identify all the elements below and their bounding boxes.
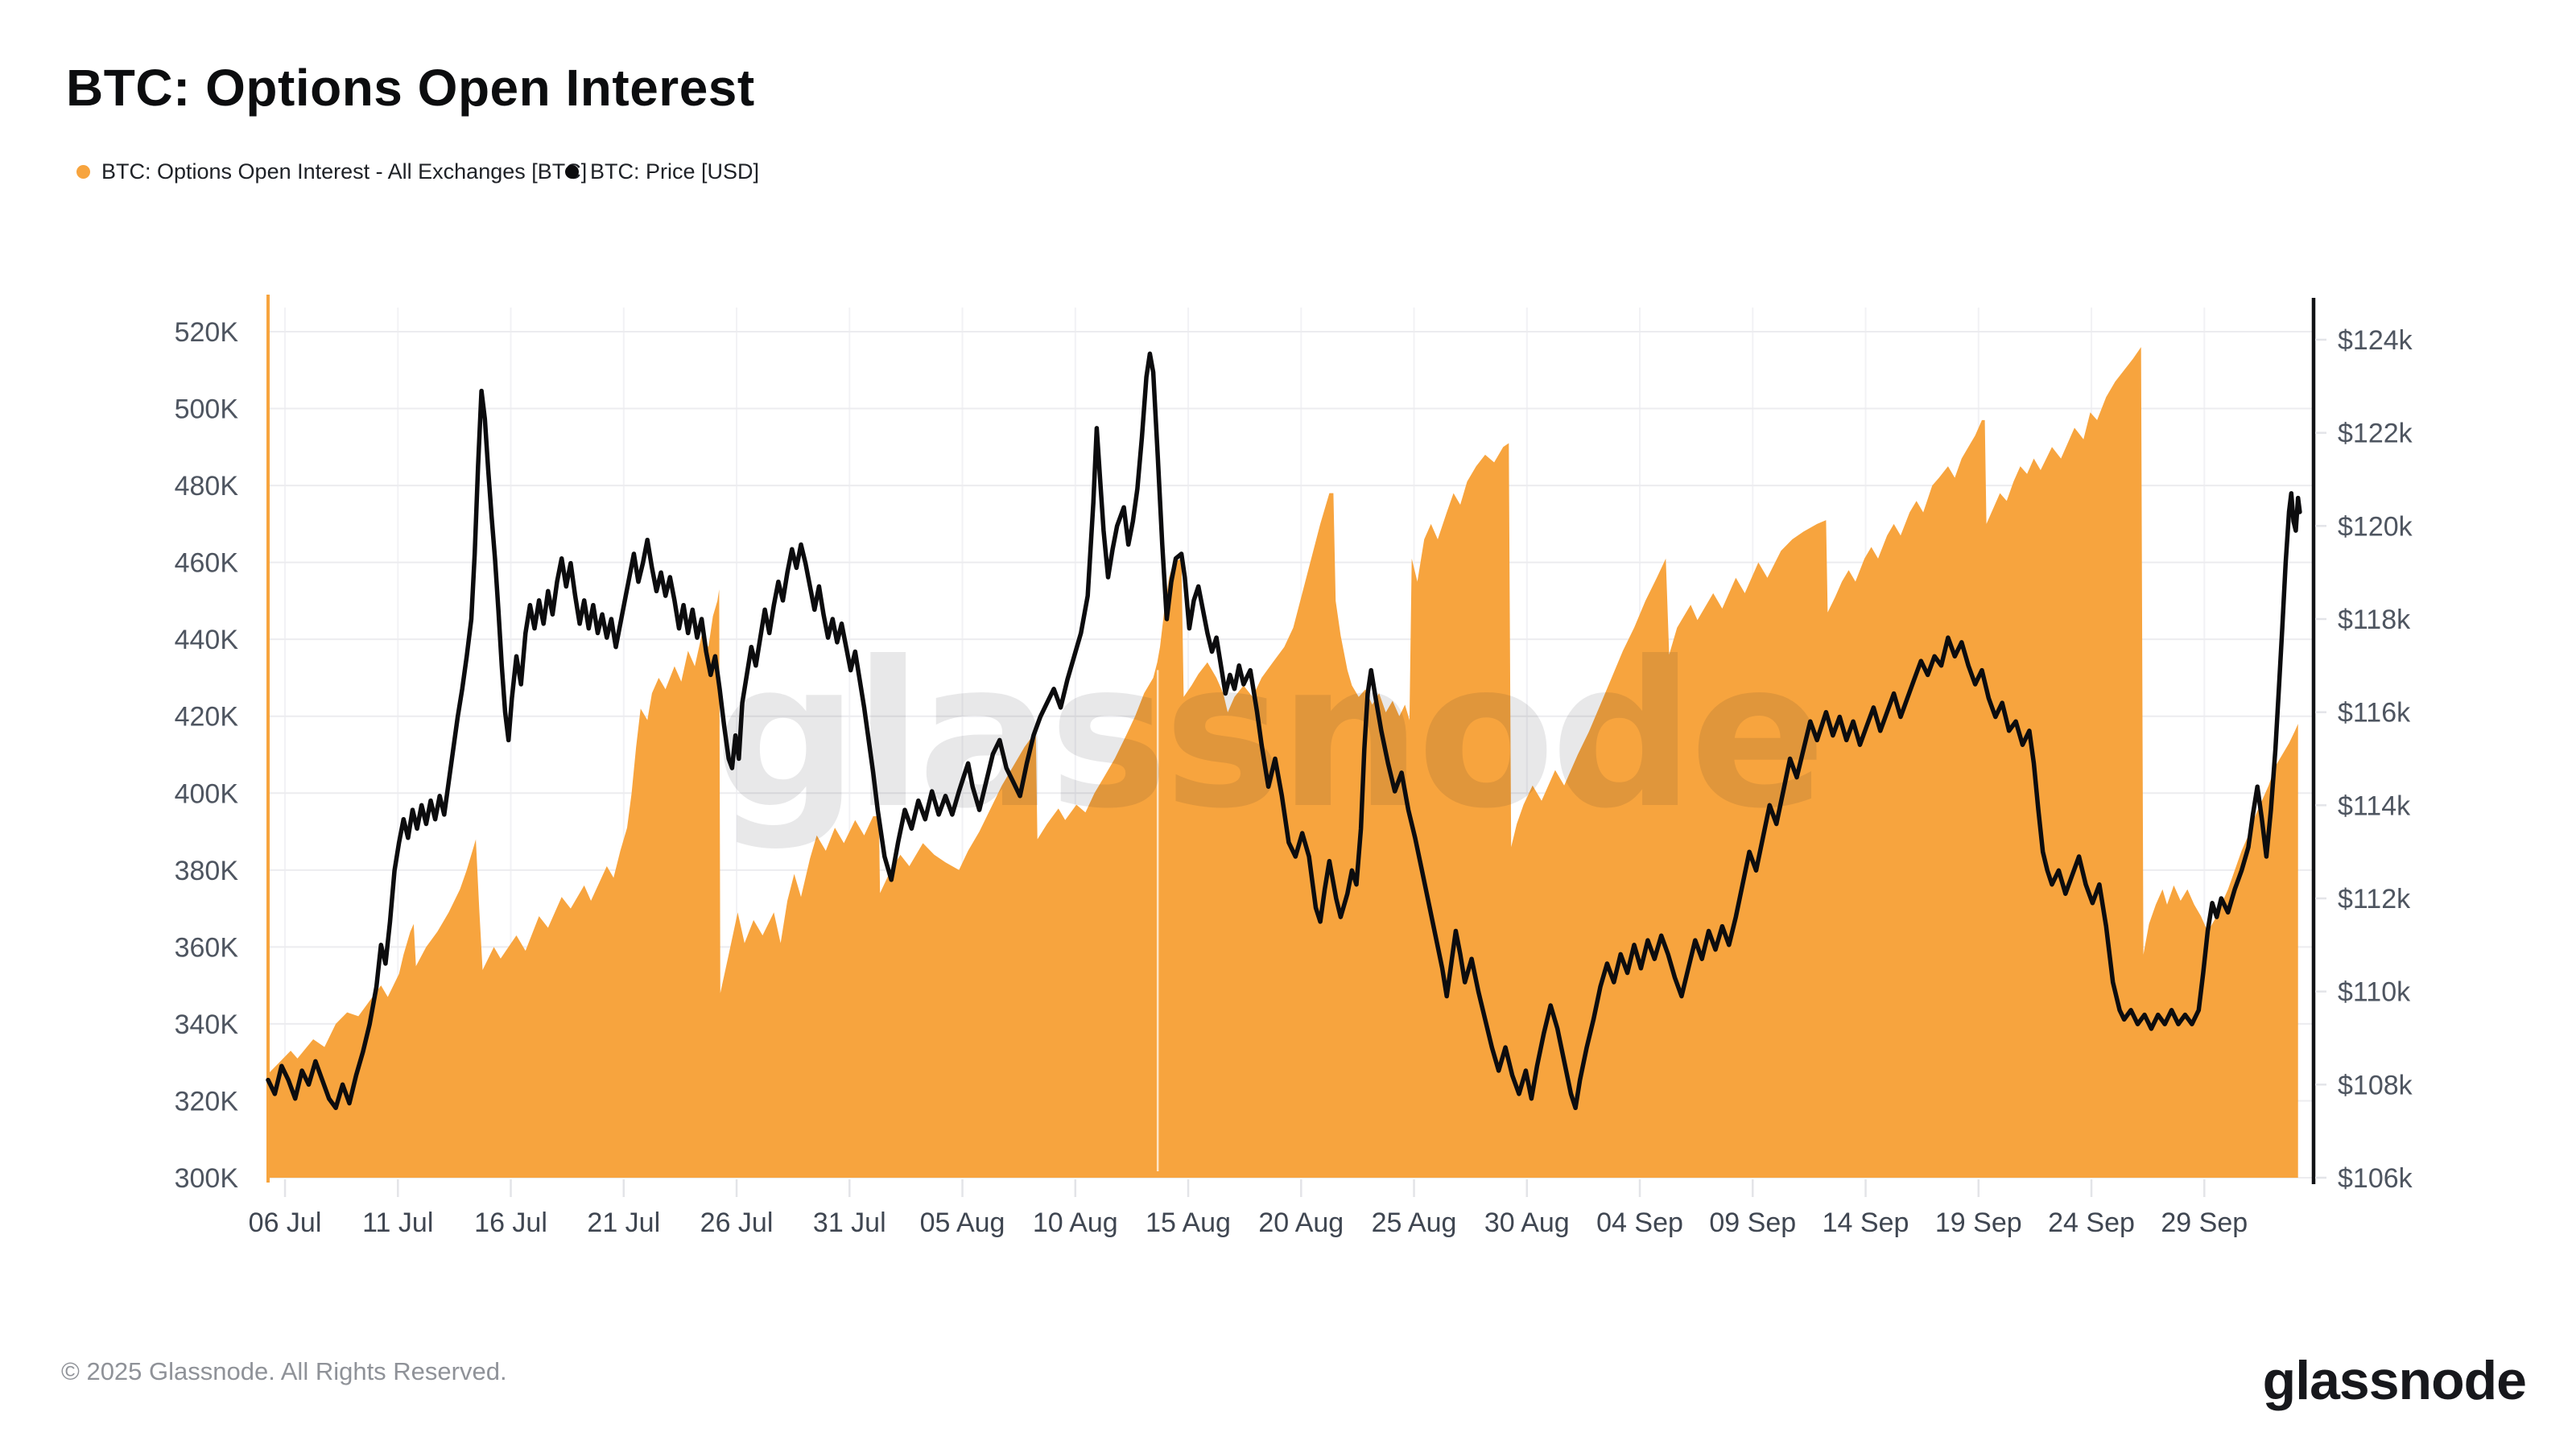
right-axis-label: $110k [2338,977,2411,1008]
right-axis-label: $106k [2338,1163,2413,1194]
x-axis-label: 11 Jul [362,1208,433,1238]
right-axis-label: $122k [2338,419,2413,449]
right-axis-label: $116k [2338,698,2411,729]
x-axis-label: 16 Jul [474,1208,547,1238]
left-axis-label: 320K [175,1086,239,1117]
x-axis-label: 21 Jul [587,1208,660,1238]
legend-label-price: BTC: Price [USD] [590,159,760,184]
left-axis-label: 380K [175,856,239,886]
watermark-text: glassnode [714,618,1821,852]
right-axis-label: $124k [2338,325,2413,356]
left-axis-label: 360K [175,932,239,963]
x-axis-label: 29 Sep [2161,1208,2248,1238]
legend-swatch-open-interest-icon [76,165,90,179]
x-axis-label: 10 Aug [1033,1208,1118,1238]
left-axis-label: 500K [175,394,239,425]
x-axis-label: 30 Aug [1484,1208,1570,1238]
price-line [266,351,2302,1111]
x-axis-label: 20 Aug [1258,1208,1344,1238]
left-axis-label: 460K [175,548,239,579]
x-axis-label: 06 Jul [249,1208,322,1238]
x-axis-label: 19 Sep [1935,1208,2022,1238]
legend-item-price[interactable]: BTC: Price [USD] [565,159,759,184]
left-axis-label: 440K [175,625,239,655]
legend: BTC: Options Open Interest - All Exchang… [0,159,2576,192]
page-title: BTC: Options Open Interest [66,59,755,117]
glassnode-logo: glassnode [2262,1350,2527,1411]
right-axis-label: $118k [2338,605,2411,635]
right-axis-label: $120k [2338,511,2413,542]
legend-label-open-interest: BTC: Options Open Interest - All Exchang… [101,159,588,184]
left-axis-label: 400K [175,778,239,809]
area-left-edge-artifact [266,295,270,1183]
x-axis-label: 25 Aug [1372,1208,1457,1238]
left-axis-label: 340K [175,1009,239,1040]
x-axis-label: 31 Jul [813,1208,886,1238]
copyright-text: © 2025 Glassnode. All Rights Reserved. [61,1357,507,1385]
right-axis-label: $112k [2338,884,2411,914]
left-axis-label: 480K [175,471,239,502]
x-axis-label: 15 Aug [1146,1208,1231,1238]
right-axis-label: $114k [2338,791,2411,821]
right-axis-label: $108k [2338,1070,2413,1100]
left-axis-label: 520K [175,317,239,348]
left-axis-label: 420K [175,702,239,733]
legend-item-open-interest[interactable]: BTC: Options Open Interest - All Exchang… [76,159,587,184]
x-axis-label: 04 Sep [1596,1208,1683,1238]
x-axis-label: 26 Jul [700,1208,774,1238]
x-axis-label: 24 Sep [2048,1208,2135,1238]
x-axis-label: 09 Sep [1709,1208,1796,1238]
x-axis-label: 14 Sep [1823,1208,1909,1238]
open-interest-area [268,347,2298,1179]
legend-swatch-price-icon [565,165,579,179]
left-axis-label: 300K [175,1163,239,1194]
x-axis-label: 05 Aug [920,1208,1005,1238]
